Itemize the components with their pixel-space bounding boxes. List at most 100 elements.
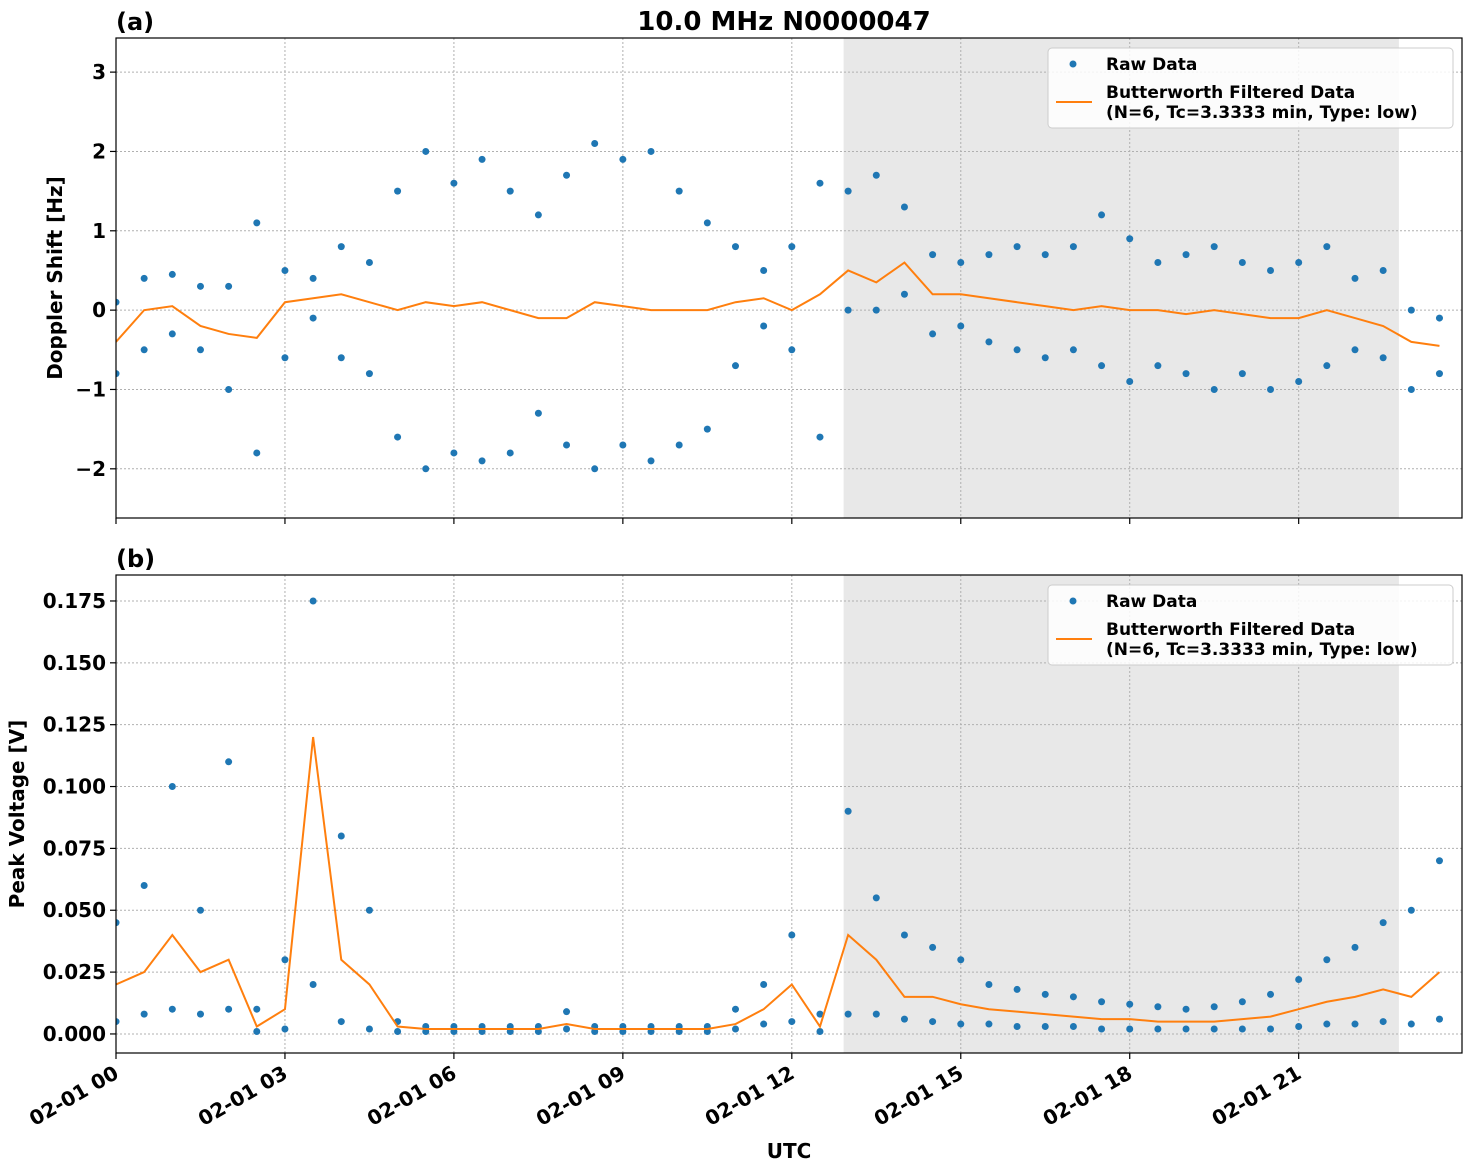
raw-point [1379,919,1387,927]
raw-point [116,1018,120,1026]
legend-label-line: Raw Data [1106,592,1197,612]
raw-point [591,140,599,148]
raw-point [309,274,317,282]
raw-point [788,1018,796,1026]
raw-point [816,1010,824,1018]
raw-point [1041,1023,1049,1031]
raw-point [1154,1003,1162,1011]
raw-point [872,894,880,902]
raw-point [168,270,176,278]
raw-point [1098,362,1106,370]
x-tick-label: 02-01 09 [532,1061,630,1131]
raw-point [788,346,796,354]
raw-point [1126,378,1134,386]
raw-point [1238,1025,1246,1033]
raw-point [1351,274,1359,282]
raw-point [985,338,993,346]
raw-point [957,956,965,964]
raw-point [1407,306,1415,314]
y-tick-label: 0.100 [43,775,106,799]
raw-point [1238,998,1246,1006]
raw-point [900,1015,908,1023]
raw-point [703,219,711,227]
raw-point [731,362,739,370]
y-tick-label: 0.175 [43,589,106,613]
axes-frame [115,37,1463,519]
legend-label: Butterworth Filtered Data (N=6, Tc=3.3333… [1106,83,1418,123]
raw-point [1407,906,1415,914]
legend-label: Raw Data [1106,55,1197,75]
filtered-line [116,736,1441,1030]
raw-point [900,931,908,939]
x-tick-label: 02-01 03 [194,1061,292,1131]
raw-point [1182,251,1190,259]
y-tick-label: 0 [92,298,106,322]
raw-point [253,1027,261,1035]
x-tick-label: 02-01 18 [1039,1061,1137,1131]
raw-point [1323,956,1331,964]
raw-point [281,266,289,274]
raw-point [929,1018,937,1026]
raw-point [929,251,937,259]
chart-title: 10.0 MHz N0000047 [637,7,930,37]
raw-point [450,179,458,187]
raw-point [1013,985,1021,993]
legend-box [1047,47,1454,129]
x-tick-label: 02-01 00 [25,1061,123,1131]
raw-point [281,354,289,362]
y-tick-label: 0.075 [43,836,106,860]
raw-point [675,441,683,449]
raw-point [872,306,880,314]
raw-point [1013,243,1021,251]
raw-point [116,919,120,927]
raw-point [563,441,571,449]
raw-point [1069,243,1077,251]
raw-point [1182,1025,1190,1033]
y-tick-label: 0.025 [43,960,106,984]
y-axis-label: Doppler Shift [Hz] [43,176,67,380]
raw-point [116,370,120,378]
raw-point [619,155,627,163]
raw-point [168,1005,176,1013]
raw-point [196,282,204,290]
raw-point [394,433,402,441]
raw-point [1323,243,1331,251]
raw-point [1295,1023,1303,1031]
y-tick-label: 0.150 [43,651,106,675]
raw-point [900,203,908,211]
raw-point [1098,998,1106,1006]
y-tick-label: 2 [92,139,106,163]
raw-point [1013,1023,1021,1031]
raw-point [1126,235,1134,243]
raw-point [985,980,993,988]
raw-point [731,1025,739,1033]
raw-point [563,1008,571,1016]
raw-point [872,171,880,179]
raw-point [788,931,796,939]
raw-point [1295,259,1303,267]
raw-point [1126,1025,1134,1033]
raw-point [1069,1023,1077,1031]
legend-label: Raw Data [1106,592,1197,612]
raw-point [1210,1003,1218,1011]
raw-point [506,187,514,195]
legend-marker [1069,60,1077,68]
raw-point [1182,370,1190,378]
raw-point [309,314,317,322]
raw-point [140,274,148,282]
raw-point [1351,943,1359,951]
raw-point [140,882,148,890]
legend-box [1047,584,1454,666]
raw-point [985,1020,993,1028]
raw-point [478,457,486,465]
raw-point [1154,259,1162,267]
raw-point [196,346,204,354]
legend-label-line: Raw Data [1106,55,1197,75]
raw-point [365,370,373,378]
raw-point [563,1025,571,1033]
legend-marker [1069,597,1077,605]
raw-point [1210,385,1218,393]
raw-point [816,179,824,187]
raw-point [675,187,683,195]
raw-point [394,187,402,195]
